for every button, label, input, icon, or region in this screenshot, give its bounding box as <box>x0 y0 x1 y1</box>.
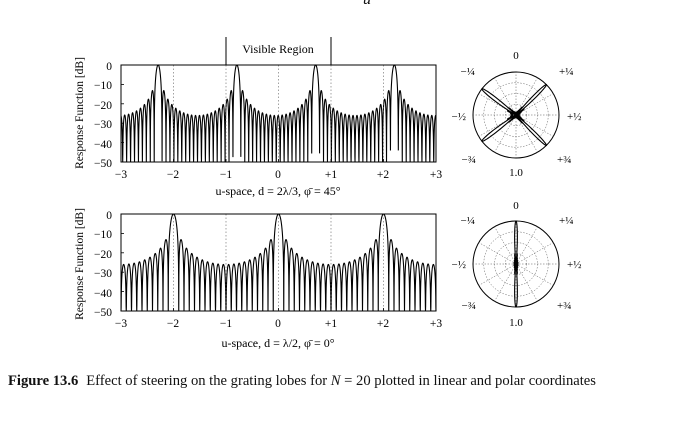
polar-label-bottom-left: −¾ <box>462 300 476 312</box>
plot-frame <box>120 213 437 312</box>
polar-label-bottom-right: +¾ <box>557 154 571 166</box>
polar-grid-circle <box>483 82 549 148</box>
panel-1-ytick: −20 <box>94 100 112 112</box>
panel-2-ytick: −20 <box>94 249 112 261</box>
polar-label-top: 0 <box>513 50 519 62</box>
panel-2-xtick: +2 <box>377 318 389 330</box>
panel-2-polar-plot <box>472 220 560 308</box>
panel-2-xtick: −2 <box>167 318 179 330</box>
panel-1-xtick: −1 <box>220 169 232 181</box>
polar-grid-spoke <box>494 226 517 265</box>
panel-2-ytick: −50 <box>94 307 112 319</box>
panel-1-xtick: −2 <box>167 169 179 181</box>
panel-2-xtick: −3 <box>115 318 127 330</box>
top-cutoff-glyph: u <box>363 0 371 9</box>
panel-1-ytick: −10 <box>94 80 112 92</box>
panel-1-polar-plot <box>472 71 560 159</box>
polar-label-top-left: −¼ <box>461 215 475 227</box>
polar-grid-circle <box>483 231 549 297</box>
panel-2-ytick: 0 <box>106 210 112 222</box>
polar-label-bottom-right: +¾ <box>557 300 571 312</box>
panel-1-polar-labels: 0 +¼ +½ +¾ −¼ −½ −¾ 1.0 <box>452 50 582 179</box>
panel-1-xlabel: u-space, d = 2λ/3, φ̄ = 45° <box>215 184 340 198</box>
panel-2-xtick: −1 <box>220 318 232 330</box>
polar-grid-spoke <box>515 114 538 153</box>
polar-grid-circle <box>505 104 527 126</box>
polar-grid-spoke <box>515 77 538 116</box>
panel-2-ytick: −30 <box>94 268 112 280</box>
panel-2-polar-labels: 0 +¼ +½ +¾ −¼ −½ −¾ 1.0 <box>452 200 582 329</box>
polar-label-top-right: +¼ <box>559 215 573 227</box>
panel-2-xtick: 0 <box>275 318 281 330</box>
panel-1-ytick: 0 <box>106 61 112 73</box>
polar-grid-spoke <box>515 263 554 286</box>
panel-2-yticks: 0 −10 −20 −30 −40 −50 <box>94 210 112 319</box>
polar-grid-spoke <box>494 77 517 116</box>
panel-1-xtick: 0 <box>275 169 281 181</box>
panel-2-ylabel: Response Function [dB] <box>74 208 86 320</box>
polar-grid-spoke <box>515 242 554 265</box>
polar-label-left: −½ <box>452 259 466 271</box>
polar-label-bottom: 1.0 <box>509 317 523 329</box>
panel-2-xtick: +1 <box>325 318 337 330</box>
plot-frame <box>120 64 437 163</box>
polar-pattern-line <box>481 83 548 147</box>
panel-1-xtick: +1 <box>325 169 337 181</box>
polar-grid-circle <box>505 253 527 275</box>
panel-1-xticks: −3 −2 −1 0 +1 +2 +3 <box>115 169 442 181</box>
polar-grid-spoke <box>478 263 517 286</box>
figure-label: Figure 13.6 <box>8 373 79 389</box>
panel-1-ytick: −40 <box>94 139 112 151</box>
polar-pattern-line <box>513 220 519 308</box>
polar-grid-spoke <box>515 263 538 302</box>
panel-2-ytick: −40 <box>94 288 112 300</box>
polar-label-right: +½ <box>567 111 581 123</box>
caption-text-after: = 20 plotted in linear and polar coordin… <box>340 373 596 389</box>
polar-grid-spoke <box>478 242 517 265</box>
panel-1-xtick: +2 <box>377 169 389 181</box>
figure-caption: Figure 13.6 Effect of steering on the gra… <box>8 372 663 391</box>
panel-2-xtick: +3 <box>430 318 442 330</box>
visible-region-label: Visible Region <box>242 42 314 56</box>
panel-1-ytick: −50 <box>94 158 112 170</box>
panel-1-xtick: −3 <box>115 169 127 181</box>
polar-grid-spoke <box>494 114 517 153</box>
panel-1-ytick: −30 <box>94 119 112 131</box>
polar-label-bottom-left: −¾ <box>462 154 476 166</box>
polar-label-bottom: 1.0 <box>509 167 523 179</box>
panel-1-yticks: 0 −10 −20 −30 −40 −50 <box>94 61 112 170</box>
polar-label-top-right: +¼ <box>559 66 573 78</box>
caption-variable: N <box>330 373 341 389</box>
panel-2-ytick: −10 <box>94 229 112 241</box>
polar-label-left: −½ <box>452 111 466 123</box>
polar-grid-spoke <box>494 263 517 302</box>
panel-1-ylabel: Response Function [dB] <box>74 57 86 169</box>
polar-label-right: +½ <box>567 259 581 271</box>
plot-frames <box>120 37 437 312</box>
panel-2-xticks: −3 −2 −1 0 +1 +2 +3 <box>115 318 442 330</box>
polar-grid-spoke <box>515 226 538 265</box>
polar-label-top-left: −¼ <box>461 66 475 78</box>
panel-1-xtick: +3 <box>430 169 442 181</box>
polar-label-top: 0 <box>513 200 519 212</box>
caption-text-before: Effect of steering on the grating lobes … <box>86 373 331 389</box>
panel-2-xlabel: u-space, d = λ/2, φ̄ = 0° <box>221 336 334 350</box>
